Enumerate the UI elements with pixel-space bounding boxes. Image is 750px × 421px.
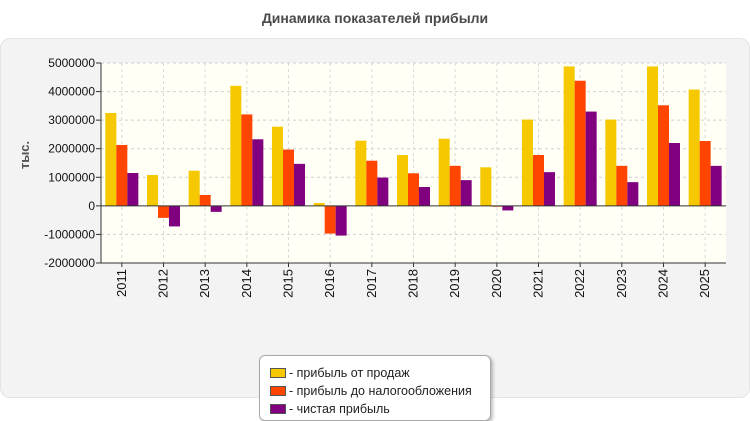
bar [563,66,575,206]
legend-item: - прибыль от продаж [270,364,490,382]
legend-swatch [270,404,286,414]
bar [438,138,450,206]
y-tick-label: 4000000 [48,85,95,99]
bar [188,170,200,206]
bar [522,119,533,206]
plot-background [101,63,726,263]
legend-label: - прибыль от продаж [289,366,410,380]
bar [574,80,586,206]
bar [210,205,222,212]
x-tick-label: 2015 [281,269,296,298]
bar [252,139,264,206]
bar [647,66,658,206]
bar [688,89,700,206]
bar [627,182,639,206]
bar [585,111,597,206]
bar [241,114,253,206]
bar [616,165,628,206]
x-tick-label: 2018 [406,269,421,298]
x-tick-label: 2013 [197,269,212,298]
bar [199,195,211,206]
bar [294,163,305,206]
bar [533,155,544,206]
bar [313,203,325,206]
x-tick-label: 2011 [114,269,129,297]
bar [502,205,514,211]
y-tick-label: 1000000 [48,170,95,184]
x-tick-label: 2019 [447,269,462,298]
x-tick-label: 2021 [531,269,546,298]
y-tick-label: 2000000 [48,142,95,156]
bar [169,205,180,227]
bar [658,105,669,206]
bar [377,177,389,206]
chart-plot: 5000000 4000000 3000000 2000000 1000000 0 -100… [17,56,726,298]
bar [324,205,336,234]
y-tick-label: 0 [88,199,95,213]
legend-item: - чистая прибыль [270,400,490,418]
bar [230,85,242,206]
legend-label: - чистая прибыль [289,402,390,416]
bar [397,155,408,206]
bar [147,175,158,206]
bar [710,165,722,206]
legend-swatch [270,386,286,396]
bar [460,180,472,206]
y-tick-label: -2000000 [44,256,95,270]
bar [480,167,492,206]
bar [419,187,430,206]
y-tick-label: 5000000 [48,56,95,70]
bar [449,165,461,206]
legend-swatch [270,368,286,378]
x-tick-label: 2016 [322,269,337,298]
bar [158,205,169,218]
bar [544,172,555,206]
bar [272,126,283,206]
bar [283,149,294,206]
chart-panel: 5000000 4000000 3000000 2000000 1000000 0 -100… [0,38,750,421]
x-tick-label: 2014 [239,269,254,298]
x-tick-label: 2022 [572,269,587,298]
bar [669,143,680,206]
bar [366,160,378,206]
y-tick-label: -1000000 [44,227,95,241]
bar [105,113,117,206]
x-tick-label: 2020 [489,269,504,298]
bar [699,141,711,206]
bar [355,140,367,206]
bar [335,205,347,236]
bar [605,119,617,206]
x-tick-label: 2012 [156,269,171,298]
x-tick-label: 2017 [364,269,379,298]
y-tick-label: 3000000 [48,113,95,127]
legend-item: - прибыль до налогообложения [270,382,490,400]
bar [116,145,128,206]
bar [127,173,139,206]
chart-title: Динамика показателей прибыли [261,10,489,26]
bar [408,173,419,206]
x-tick-label: 2023 [614,269,629,298]
x-tick-label: 2025 [697,269,712,298]
legend-label: - прибыль до налогообложения [289,384,472,398]
y-axis-label: тыс. [17,141,32,169]
legend: - прибыль от продаж - прибыль до налогооб… [259,355,491,421]
x-tick-label: 2024 [656,269,671,298]
